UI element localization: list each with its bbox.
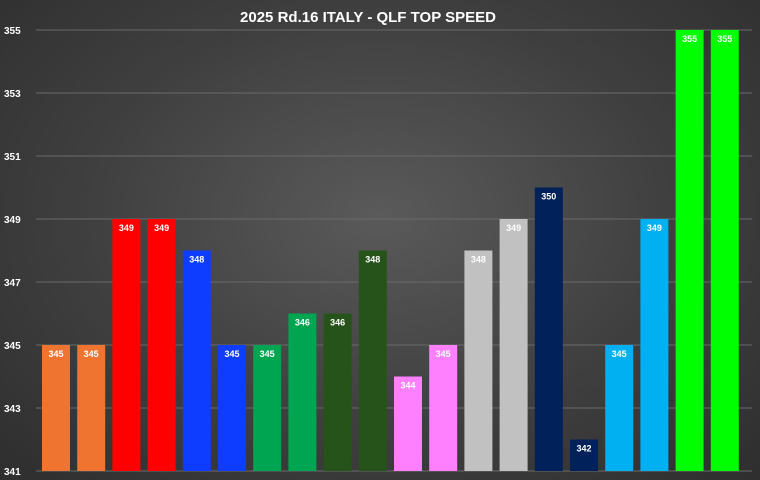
- bar: [358, 250, 387, 471]
- bar: [394, 376, 422, 471]
- bar: [605, 345, 634, 471]
- y-tick-label: 347: [4, 278, 21, 289]
- bar: [112, 219, 141, 471]
- data-label: 348: [471, 255, 486, 265]
- data-label: 348: [365, 255, 380, 265]
- data-label: 355: [682, 34, 697, 44]
- bar: [288, 313, 317, 471]
- bar: [147, 219, 176, 471]
- data-label: 349: [506, 223, 521, 233]
- bars: [42, 30, 739, 471]
- y-tick-label: 343: [4, 404, 21, 415]
- y-tick-label: 353: [4, 89, 21, 100]
- y-tick-label: 345: [4, 341, 21, 352]
- data-label: 342: [576, 444, 591, 454]
- bar: [675, 30, 704, 471]
- bar: [429, 345, 458, 471]
- y-axis-ticks: 341 343 345 347 349 351 353 355: [4, 26, 21, 478]
- data-label: 345: [224, 349, 239, 359]
- y-tick-label: 351: [4, 152, 21, 163]
- data-label: 344: [400, 381, 415, 391]
- bar: [253, 345, 282, 471]
- data-label: 349: [154, 223, 169, 233]
- data-label: 345: [48, 349, 63, 359]
- bar: [570, 439, 598, 471]
- y-tick-label: 355: [4, 26, 21, 37]
- data-label: 350: [541, 192, 556, 202]
- data-label: 349: [647, 223, 662, 233]
- bar: [710, 30, 739, 471]
- data-label: 349: [119, 223, 134, 233]
- bar: [534, 187, 563, 471]
- bar: [218, 345, 246, 471]
- data-label: 355: [717, 34, 732, 44]
- bar: [640, 219, 669, 471]
- bar: [499, 219, 528, 471]
- data-label: 345: [260, 349, 275, 359]
- data-labels: 345 345 349 349 348 345 345 346 346 348 344 345 348 3…: [48, 34, 732, 454]
- data-label: 346: [295, 318, 310, 328]
- chart-title: 2025 Rd.16 ITALY - QLF TOP SPEED: [240, 9, 496, 26]
- bar: [77, 345, 106, 471]
- data-label: 348: [189, 255, 204, 265]
- bar: [464, 250, 493, 471]
- y-tick-label: 349: [4, 215, 21, 226]
- y-tick-label: 341: [4, 467, 21, 478]
- data-label: 345: [84, 349, 99, 359]
- bar: [42, 345, 70, 471]
- data-label: 345: [612, 349, 627, 359]
- bar: [182, 250, 211, 471]
- bar: [323, 313, 352, 471]
- data-label: 345: [436, 349, 451, 359]
- data-label: 346: [330, 318, 345, 328]
